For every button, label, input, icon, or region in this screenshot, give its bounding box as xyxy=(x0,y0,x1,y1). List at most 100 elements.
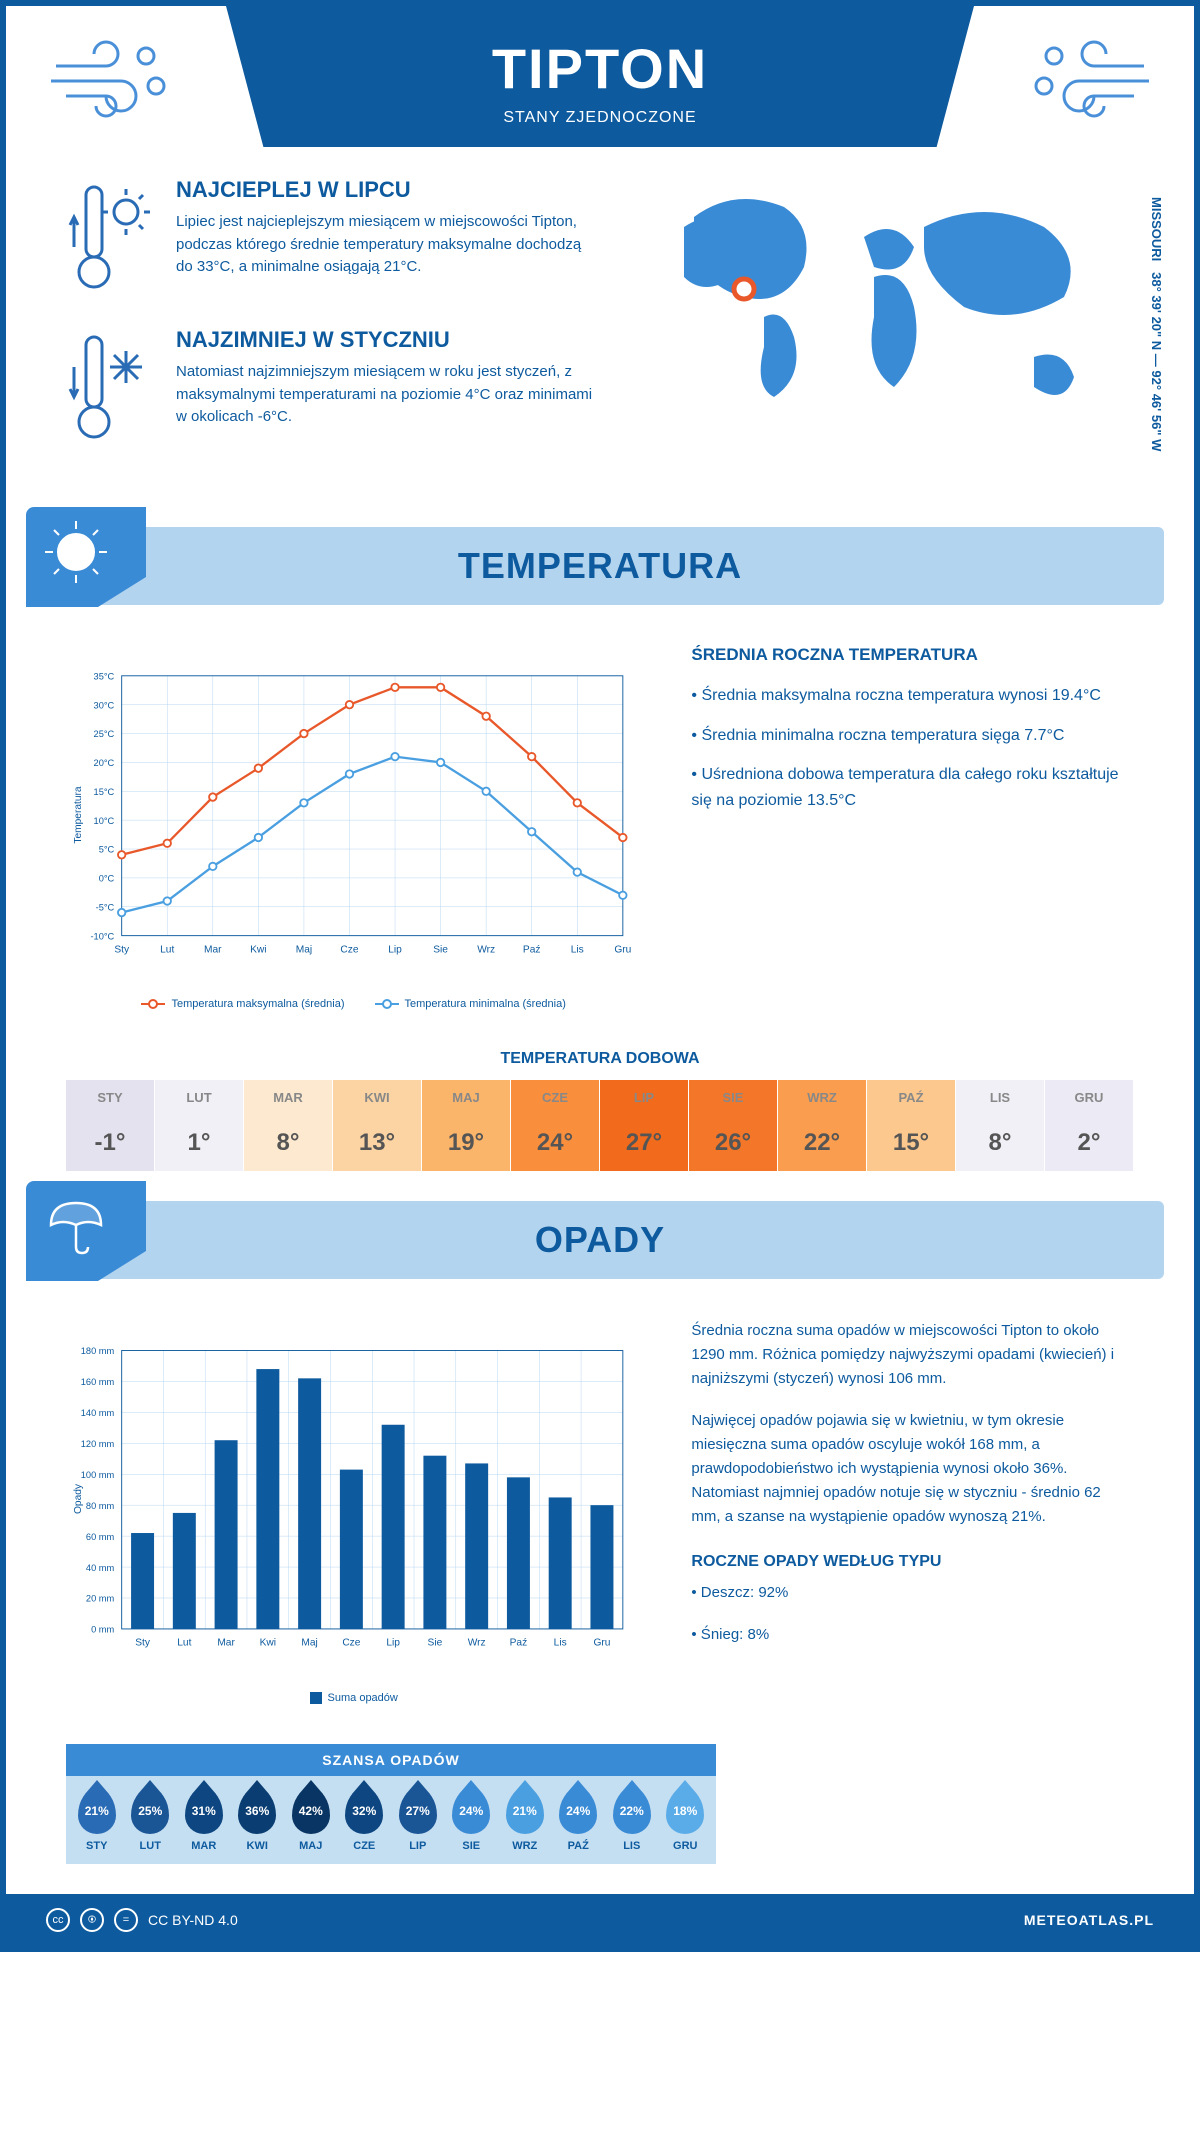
svg-text:140 mm: 140 mm xyxy=(81,1408,115,1418)
svg-text:20°C: 20°C xyxy=(94,758,115,768)
temp-bullet: • Uśredniona dobowa temperatura dla całe… xyxy=(691,762,1134,813)
page-subtitle: STANY ZJEDNOCZONE xyxy=(226,109,974,127)
chance-drop: 36% xyxy=(238,1788,276,1834)
cc-icon: cc xyxy=(46,1908,70,1932)
temp-legend: Temperatura maksymalna (średnia) Tempera… xyxy=(66,998,641,1010)
intro-text-column: NAJCIEPLEJ W LIPCU Lipiec jest najcieple… xyxy=(66,177,594,477)
temp-month: WRZ xyxy=(778,1080,866,1115)
temp-value: -1° xyxy=(66,1115,154,1171)
temp-bullet: • Średnia minimalna roczna temperatura s… xyxy=(691,723,1134,749)
precip-legend: Suma opadów xyxy=(66,1692,641,1704)
chance-cell: 24% SIE xyxy=(445,1788,499,1852)
chance-drop: 21% xyxy=(78,1788,116,1834)
svg-text:Wrz: Wrz xyxy=(468,1638,486,1649)
temperature-title: TEMPERATURA xyxy=(36,545,1164,587)
chance-cell: 36% KWI xyxy=(231,1788,285,1852)
temp-month: SIE xyxy=(689,1080,777,1115)
svg-text:30°C: 30°C xyxy=(94,700,115,710)
legend-min: Temperatura minimalna (średnia) xyxy=(405,998,566,1010)
precip-bullet: • Deszcz: 92% xyxy=(691,1581,1134,1605)
chance-month: GRU xyxy=(659,1840,713,1852)
chance-drop: 18% xyxy=(666,1788,704,1834)
chance-cell: 27% LIP xyxy=(391,1788,445,1852)
svg-text:120 mm: 120 mm xyxy=(81,1439,115,1449)
svg-text:Gru: Gru xyxy=(614,944,631,955)
chance-month: LUT xyxy=(124,1840,178,1852)
precipitation-chart: 0 mm20 mm40 mm60 mm80 mm100 mm120 mm140 … xyxy=(66,1319,641,1704)
svg-text:Sty: Sty xyxy=(114,944,130,955)
chance-drop: 24% xyxy=(559,1788,597,1834)
svg-text:Paź: Paź xyxy=(523,944,541,955)
svg-text:100 mm: 100 mm xyxy=(81,1470,115,1480)
chance-drop: 25% xyxy=(131,1788,169,1834)
temp-month: GRU xyxy=(1045,1080,1133,1115)
chance-month: STY xyxy=(70,1840,124,1852)
chance-month: KWI xyxy=(231,1840,285,1852)
svg-text:0 mm: 0 mm xyxy=(91,1625,114,1635)
temperature-chart: -10°C-5°C0°C5°C10°C15°C20°C25°C30°C35°CS… xyxy=(66,645,641,1010)
svg-text:40 mm: 40 mm xyxy=(86,1563,115,1573)
chance-cell: 32% CZE xyxy=(338,1788,392,1852)
svg-text:Lis: Lis xyxy=(554,1638,567,1649)
temp-cell: PAŹ 15° xyxy=(867,1080,956,1171)
temp-value: 27° xyxy=(600,1115,688,1171)
sun-section-icon xyxy=(26,507,146,607)
header: TIPTON STANY ZJEDNOCZONE xyxy=(6,6,1194,147)
precip-p1: Średnia roczna suma opadów w miejscowośc… xyxy=(691,1319,1134,1391)
svg-text:Maj: Maj xyxy=(296,944,312,955)
svg-text:15°C: 15°C xyxy=(94,787,115,797)
chance-month: LIS xyxy=(605,1840,659,1852)
chance-cell: 31% MAR xyxy=(177,1788,231,1852)
chance-drop: 31% xyxy=(185,1788,223,1834)
page-title: TIPTON xyxy=(226,36,974,101)
svg-text:20 mm: 20 mm xyxy=(86,1594,115,1604)
chance-month: SIE xyxy=(445,1840,499,1852)
chance-cell: 42% MAJ xyxy=(284,1788,338,1852)
chance-box: SZANSA OPADÓW 21% STY25% LUT31% MAR36% K… xyxy=(66,1744,716,1864)
coordinates: MISSOURI 38° 39' 20" N — 92° 46' 56" W xyxy=(1149,197,1164,451)
temp-month: MAJ xyxy=(422,1080,510,1115)
svg-text:25°C: 25°C xyxy=(94,729,115,739)
thermometer-hot-icon xyxy=(66,177,156,297)
precip-type-heading: ROCZNE OPADY WEDŁUG TYPU xyxy=(691,1553,1134,1571)
svg-text:160 mm: 160 mm xyxy=(81,1377,115,1387)
chance-cell: 21% WRZ xyxy=(498,1788,552,1852)
svg-text:60 mm: 60 mm xyxy=(86,1532,115,1542)
temp-cell: CZE 24° xyxy=(511,1080,600,1171)
svg-text:35°C: 35°C xyxy=(94,672,115,682)
chance-title: SZANSA OPADÓW xyxy=(66,1744,716,1776)
license-text: CC BY-ND 4.0 xyxy=(148,1912,238,1928)
intro-section: NAJCIEPLEJ W LIPCU Lipiec jest najcieple… xyxy=(6,147,1194,507)
temp-cell: MAJ 19° xyxy=(422,1080,511,1171)
svg-text:Lis: Lis xyxy=(571,944,584,955)
temperature-text: ŚREDNIA ROCZNA TEMPERATURA • Średnia mak… xyxy=(691,645,1134,1010)
svg-text:Lip: Lip xyxy=(388,944,402,955)
temp-cell: STY -1° xyxy=(66,1080,155,1171)
temp-month: LIP xyxy=(600,1080,688,1115)
temp-month: LIS xyxy=(956,1080,1044,1115)
svg-text:Mar: Mar xyxy=(217,1638,235,1649)
svg-text:Temperatura: Temperatura xyxy=(73,786,84,844)
cold-block: NAJZIMNIEJ W STYCZNIU Natomiast najzimni… xyxy=(66,327,594,447)
svg-text:-10°C: -10°C xyxy=(90,931,114,941)
temp-value: 15° xyxy=(867,1115,955,1171)
page-container: TIPTON STANY ZJEDNOCZONE xyxy=(0,0,1200,1952)
chance-month: MAR xyxy=(177,1840,231,1852)
temp-value: 8° xyxy=(956,1115,1044,1171)
precipitation-section-header: OPADY xyxy=(36,1201,1164,1279)
umbrella-section-icon xyxy=(26,1181,146,1281)
svg-text:Lut: Lut xyxy=(177,1638,191,1649)
svg-text:Sie: Sie xyxy=(433,944,448,955)
chance-drop: 27% xyxy=(399,1788,437,1834)
temp-cell: GRU 2° xyxy=(1045,1080,1134,1171)
temp-cell: LIP 27° xyxy=(600,1080,689,1171)
svg-text:Lip: Lip xyxy=(386,1638,400,1649)
chance-month: WRZ xyxy=(498,1840,552,1852)
precip-p2: Najwięcej opadów pojawia się w kwietniu,… xyxy=(691,1409,1134,1529)
svg-text:Cze: Cze xyxy=(342,1638,360,1649)
svg-text:Cze: Cze xyxy=(340,944,358,955)
coords-label: 38° 39' 20" N — 92° 46' 56" W xyxy=(1149,272,1164,451)
footer-site: METEOATLAS.PL xyxy=(1024,1912,1154,1928)
svg-text:0°C: 0°C xyxy=(99,874,115,884)
cold-title: NAJZIMNIEJ W STYCZNIU xyxy=(176,327,594,353)
